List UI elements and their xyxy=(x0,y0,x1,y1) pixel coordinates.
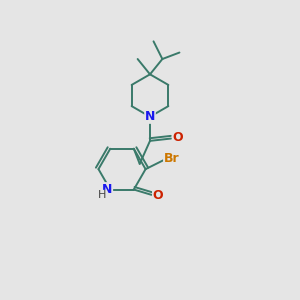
Text: N: N xyxy=(145,110,155,123)
Text: N: N xyxy=(102,183,112,196)
Text: O: O xyxy=(172,131,183,144)
Text: O: O xyxy=(153,189,163,202)
Text: H: H xyxy=(98,190,106,200)
Text: Br: Br xyxy=(164,152,179,165)
